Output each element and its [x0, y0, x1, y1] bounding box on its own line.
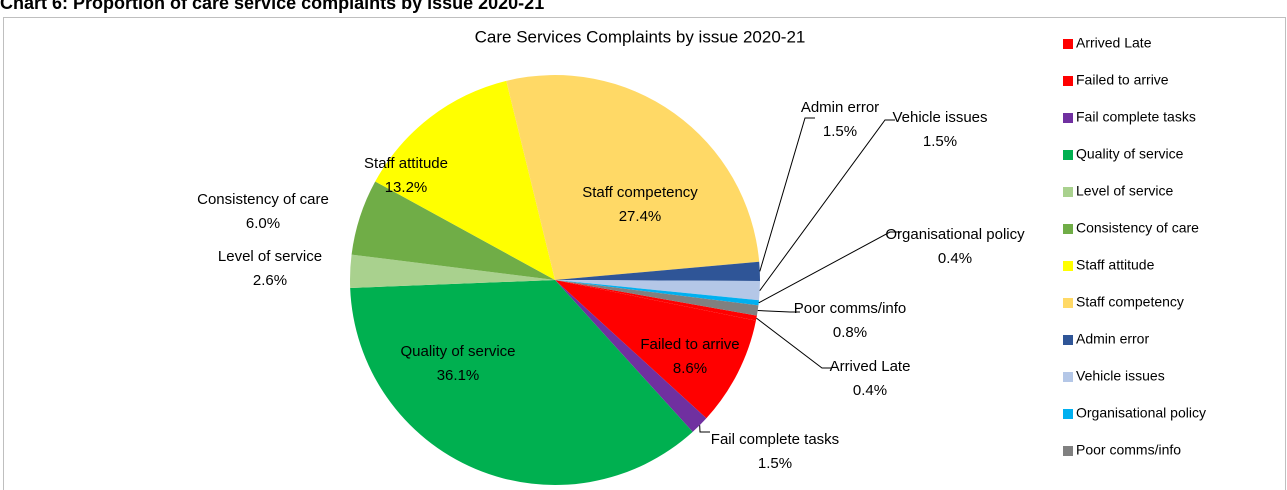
legend-label: Consistency of care	[1076, 220, 1199, 236]
leader-line	[758, 231, 900, 304]
legend-swatch	[1063, 113, 1073, 123]
slice-label: Consistency of care	[197, 191, 329, 208]
slice-label: Quality of service	[400, 343, 515, 360]
legend-label: Staff attitude	[1076, 257, 1155, 273]
slice-value: 27.4%	[619, 208, 662, 225]
pie-slice	[555, 280, 760, 301]
slice-value: 1.5%	[758, 455, 792, 472]
leader-line	[759, 119, 895, 291]
legend-label: Fail complete tasks	[1076, 109, 1196, 125]
legend-swatch	[1063, 224, 1073, 234]
legend-label: Arrived Late	[1076, 35, 1152, 51]
legend-swatch	[1063, 187, 1073, 197]
legend-swatch	[1063, 76, 1073, 86]
legend-swatch	[1063, 298, 1073, 308]
legend-label: Vehicle issues	[1076, 368, 1165, 384]
legend-label: Failed to arrive	[1076, 72, 1169, 88]
pie-slice	[555, 280, 756, 419]
slice-value: 8.6%	[673, 360, 707, 377]
legend-swatch	[1063, 409, 1073, 419]
slice-value: 0.4%	[938, 250, 972, 267]
legend-swatch	[1063, 150, 1073, 160]
slice-label: Fail complete tasks	[711, 431, 839, 448]
pie-slice	[350, 254, 555, 289]
pie-slice	[555, 280, 759, 306]
slice-label: Level of service	[218, 248, 322, 265]
leader-line	[759, 117, 815, 272]
slice-value: 13.2%	[385, 179, 428, 196]
pie-slice	[555, 280, 757, 321]
pie-slice	[506, 75, 760, 280]
slice-value: 6.0%	[246, 215, 280, 232]
slice-value: 1.5%	[823, 123, 857, 140]
slice-label: Arrived Late	[830, 358, 911, 375]
slice-label: Failed to arrive	[640, 336, 739, 353]
slice-value: 0.8%	[833, 324, 867, 341]
pie-slice	[350, 280, 693, 485]
legend-swatch	[1063, 39, 1073, 49]
legend-label: Poor comms/info	[1076, 442, 1181, 458]
legend-swatch	[1063, 372, 1073, 382]
page-heading: Chart 6: Proportion of care service comp…	[0, 0, 544, 13]
pie-slice	[375, 80, 555, 280]
leader-line	[757, 310, 800, 313]
legend-swatch	[1063, 261, 1073, 271]
slice-label: Staff attitude	[364, 155, 448, 172]
slice-label: Vehicle issues	[892, 109, 987, 126]
slice-label: Admin error	[801, 99, 879, 116]
leader-line	[756, 317, 832, 369]
pie-slice	[555, 261, 761, 282]
legend-label: Admin error	[1076, 331, 1149, 347]
slice-value: 0.4%	[853, 382, 887, 399]
legend-label: Staff competency	[1076, 294, 1184, 310]
slice-value: 1.5%	[923, 133, 957, 150]
legend-label: Organisational policy	[1076, 405, 1206, 421]
pie-slice	[555, 280, 707, 432]
pie-slice	[351, 181, 555, 280]
slice-value: 2.6%	[253, 272, 287, 289]
legend-label: Level of service	[1076, 183, 1173, 199]
chart-title: Care Services Complaints by issue 2020-2…	[475, 27, 806, 46]
pie-slice	[555, 280, 759, 316]
slice-label: Organisational policy	[885, 226, 1025, 243]
slice-value: 36.1%	[437, 367, 480, 384]
leader-line	[699, 425, 710, 433]
legend-label: Quality of service	[1076, 146, 1184, 162]
slice-label: Poor comms/info	[794, 300, 907, 317]
slice-label: Staff competency	[582, 184, 698, 201]
legend-swatch	[1063, 446, 1073, 456]
legend-swatch	[1063, 335, 1073, 345]
